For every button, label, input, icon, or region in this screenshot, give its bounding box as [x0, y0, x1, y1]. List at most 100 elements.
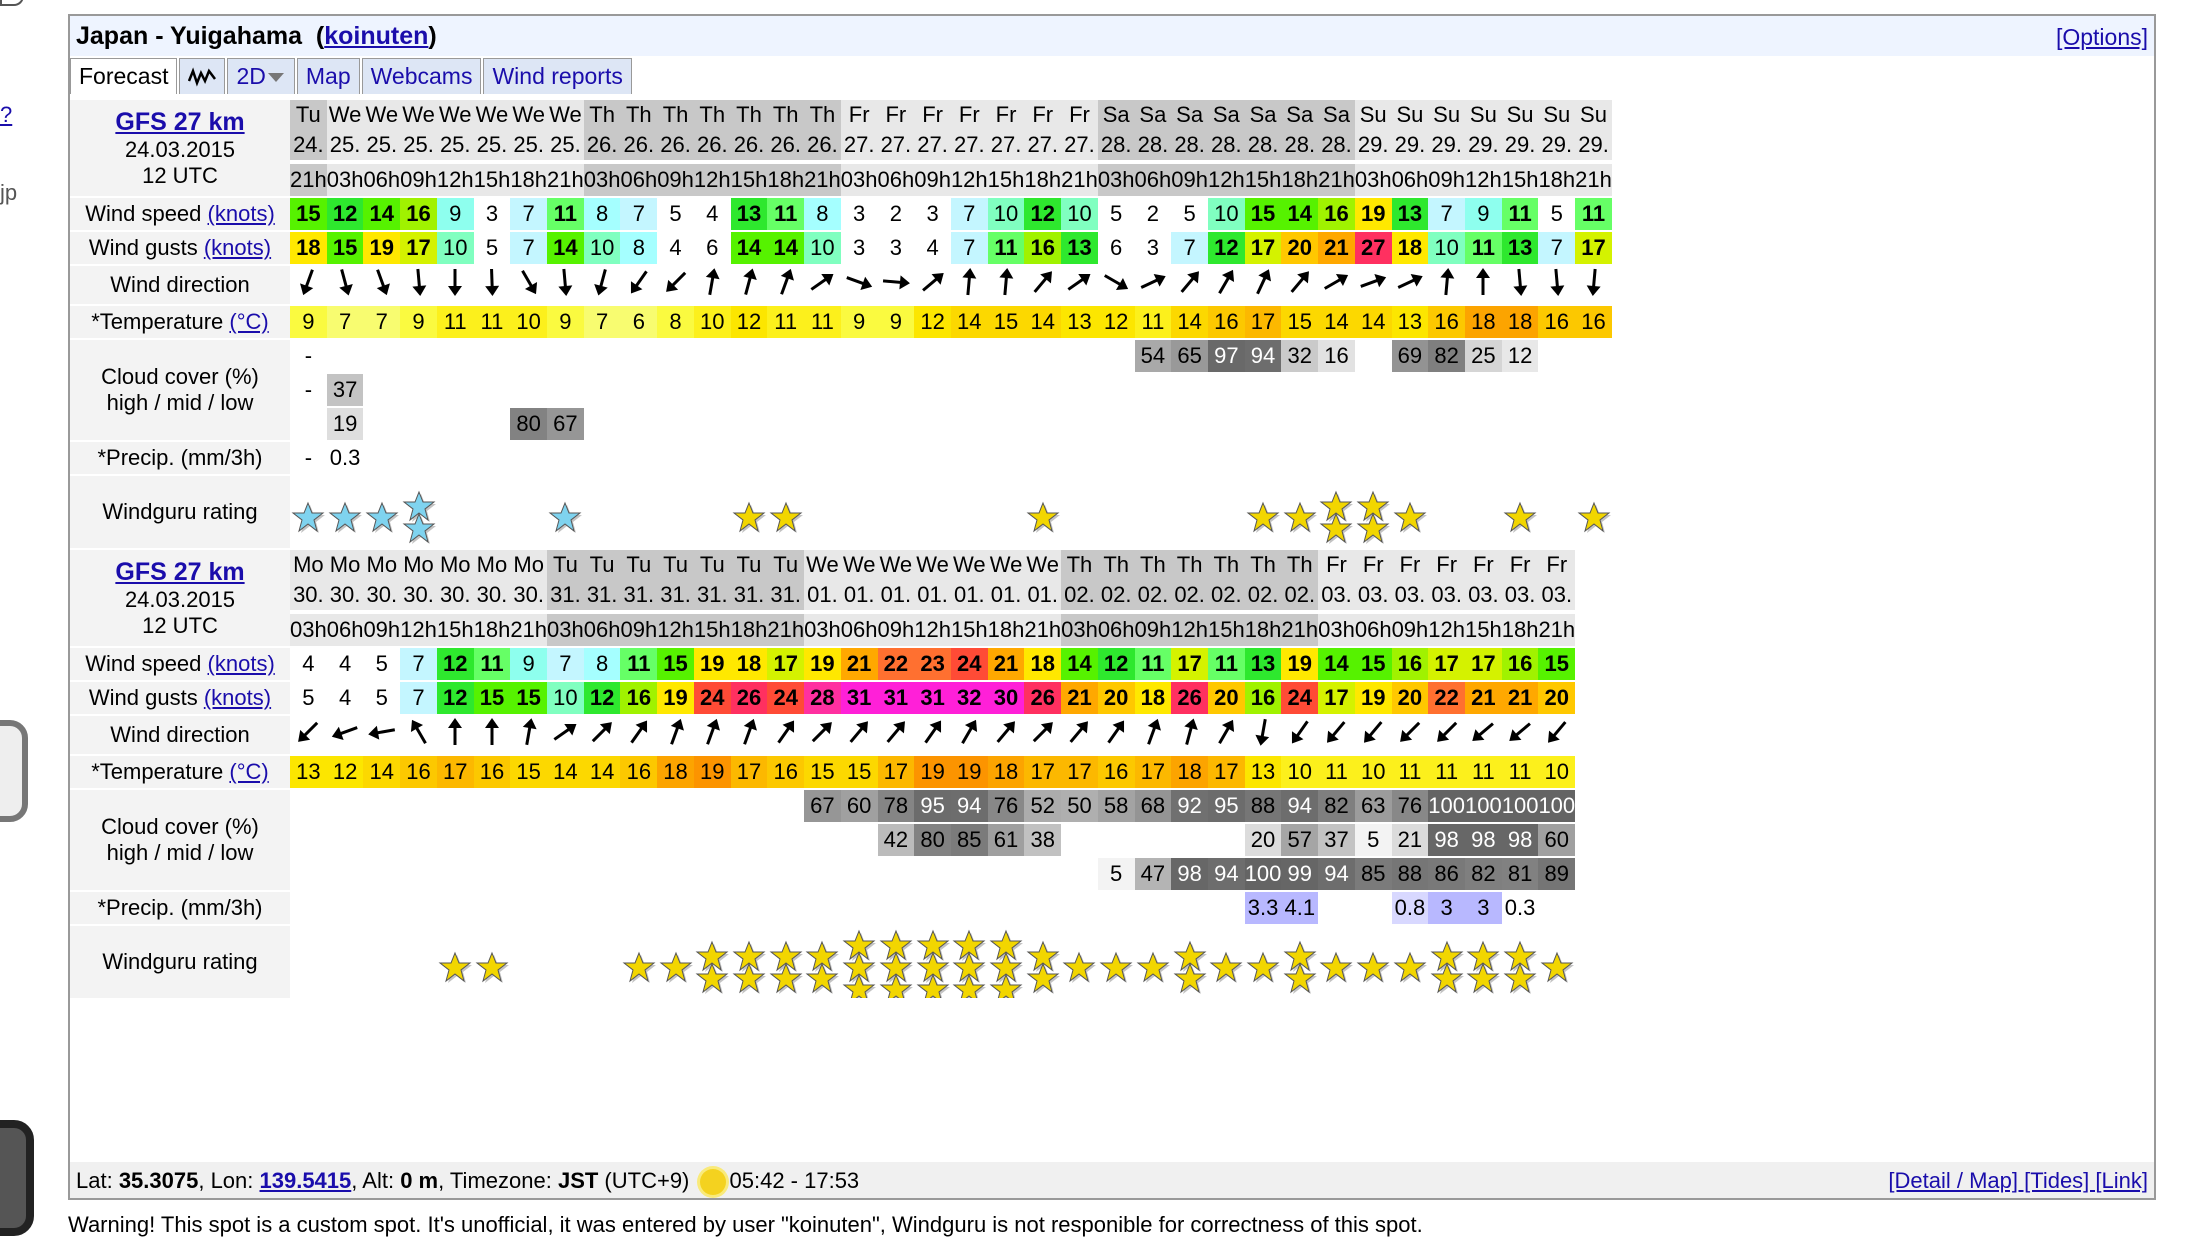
cloud-cell — [657, 408, 694, 440]
model-link[interactable]: GFS 27 km — [115, 557, 245, 586]
cloud-cell — [437, 790, 474, 822]
wind-arrow-icon — [558, 268, 573, 296]
day-cell: We 25. — [400, 100, 437, 160]
precip-cell — [1318, 892, 1355, 924]
knots-link[interactable]: (knots) — [203, 235, 272, 260]
wind-direction-cell — [1502, 266, 1539, 304]
spot-user-link[interactable]: koinuten — [324, 22, 429, 50]
wind-arrow-icon — [812, 722, 833, 743]
day-cell: Fr 03. — [1318, 550, 1355, 610]
cloud-cell: 60 — [1538, 824, 1576, 856]
wind-direction-cell — [1208, 266, 1245, 304]
cloud-cell — [1208, 408, 1245, 440]
model-link[interactable]: GFS 27 km — [115, 107, 245, 136]
wind-speed-row: Wind speed (knots) 4 4 5 7 12 11 9 7 8 11 15 19 18 17 1… — [70, 648, 1612, 680]
precip-cell — [1502, 442, 1539, 474]
wind-speed-cell: 5 — [363, 648, 401, 680]
rating-cell — [510, 926, 547, 998]
rating-star-icon — [1026, 501, 1060, 533]
lon-link[interactable]: 139.5415 — [259, 1168, 352, 1193]
hour-cell: 21h — [1024, 614, 1062, 646]
rating-cell — [1502, 476, 1539, 548]
temperature-cell: 12 — [730, 306, 768, 338]
footer-links[interactable]: [Detail / Map] [Tides] [Link] — [1888, 1168, 2148, 1193]
wind-arrow-icon — [743, 718, 757, 745]
wind-arrow-icon — [706, 718, 721, 745]
cloud-cell: 80 — [914, 824, 951, 856]
celsius-link[interactable]: (°C) — [229, 309, 269, 334]
wind-direction-cell — [804, 716, 841, 754]
wind-direction-cell — [841, 716, 878, 754]
cloud-cover-label: Cloud cover (%) high / mid / low — [70, 790, 290, 890]
cloud-cell — [657, 340, 694, 372]
day-name: Su — [1359, 102, 1387, 127]
options-link[interactable]: [Options] — [2055, 24, 2148, 50]
edge-help-link[interactable]: ? — [0, 102, 13, 127]
day-name: Sa — [1286, 102, 1314, 127]
cloud-cell — [1098, 824, 1135, 856]
wind-speed-cell: 17 — [1428, 648, 1465, 680]
hour-cell: 12h — [1171, 614, 1208, 646]
tab-map[interactable]: Map — [296, 58, 360, 94]
tab-wind-reports[interactable]: Wind reports — [483, 58, 632, 94]
hour-row: 21h 03h 06h 09h 12h 15h 18h 21h 03h 06h 09h 12h 15h 1… — [70, 164, 1612, 196]
celsius-link[interactable]: (°C) — [229, 759, 269, 784]
cloud-cell — [767, 340, 804, 372]
knots-link[interactable]: (knots) — [207, 651, 275, 676]
day-name: Mo — [366, 552, 398, 577]
day-date: 02. — [1174, 582, 1205, 607]
knots-link[interactable]: (knots) — [207, 201, 275, 226]
cloud-cell — [841, 858, 878, 890]
rating-star-icon — [622, 951, 656, 983]
day-cell: Th 26. — [730, 100, 768, 160]
knots-link[interactable]: (knots) — [203, 685, 272, 710]
temperature-cell: 18 — [987, 756, 1025, 788]
day-date: 27. — [990, 132, 1022, 157]
wind-gusts-cell: 4 — [326, 682, 364, 714]
wind-gusts-cell: 18 — [290, 232, 327, 264]
day-name: Th — [1213, 552, 1240, 577]
wind-direction-cell — [731, 716, 768, 754]
wind-speed-cell: 16 — [1318, 198, 1355, 230]
day-cell: Fr 27. — [950, 100, 988, 160]
wind-gusts-cell: 14 — [730, 232, 768, 264]
day-name: Th — [1250, 552, 1276, 577]
wind-arrow-icon — [1550, 268, 1565, 296]
tab-webcams[interactable]: Webcams — [361, 58, 482, 94]
rating-cell — [1208, 926, 1245, 998]
wind-direction-cell — [914, 266, 951, 304]
wind-speed-cell: 7 — [1428, 198, 1465, 230]
temperature-cell: 12 — [326, 756, 364, 788]
precip-cell — [914, 892, 951, 924]
tab-forecast[interactable]: Forecast — [70, 58, 178, 94]
wind-gusts-label: Wind gusts (knots) — [70, 682, 290, 714]
tab-2d[interactable]: 2D — [227, 58, 295, 94]
precip-cell — [1024, 442, 1061, 474]
rating-cell — [1392, 926, 1429, 998]
day-name: We — [1026, 552, 1060, 577]
wind-speed-cell: 4 — [693, 198, 731, 230]
rating-cell — [474, 926, 511, 998]
temperature-cell: 15 — [510, 756, 548, 788]
edge-box — [0, 0, 24, 6]
day-name: We — [989, 552, 1023, 577]
wind-gusts-cell: 12 — [583, 682, 621, 714]
wind-speed-cell: 19 — [804, 648, 841, 680]
day-date: 27. — [954, 132, 985, 157]
temperature-cell: 16 — [1538, 306, 1576, 338]
rating-cell — [951, 476, 988, 548]
wind-speed-cell: 7 — [547, 648, 584, 680]
cloud-row: 19 80 67 — [70, 408, 1612, 440]
hour-cell: 15h — [436, 614, 474, 646]
cloud-cell — [1392, 408, 1429, 440]
cloud-cell — [437, 408, 474, 440]
temperature-row: *Temperature (°C) 9 7 7 9 11 11 10 9 7 6 8 10 12 11 11 9… — [70, 306, 1612, 338]
tab-graph[interactable] — [179, 58, 226, 94]
day-date: 01. — [880, 582, 912, 607]
wind-arrow-icon — [1183, 718, 1198, 745]
cloud-cell — [1538, 374, 1575, 406]
rating-cell — [363, 926, 400, 998]
forecast-panel: Japan - Yuigahama (koinuten) [Options] F… — [68, 14, 2156, 1200]
hour-cell: 06h — [363, 164, 401, 196]
precip-cell — [474, 892, 511, 924]
